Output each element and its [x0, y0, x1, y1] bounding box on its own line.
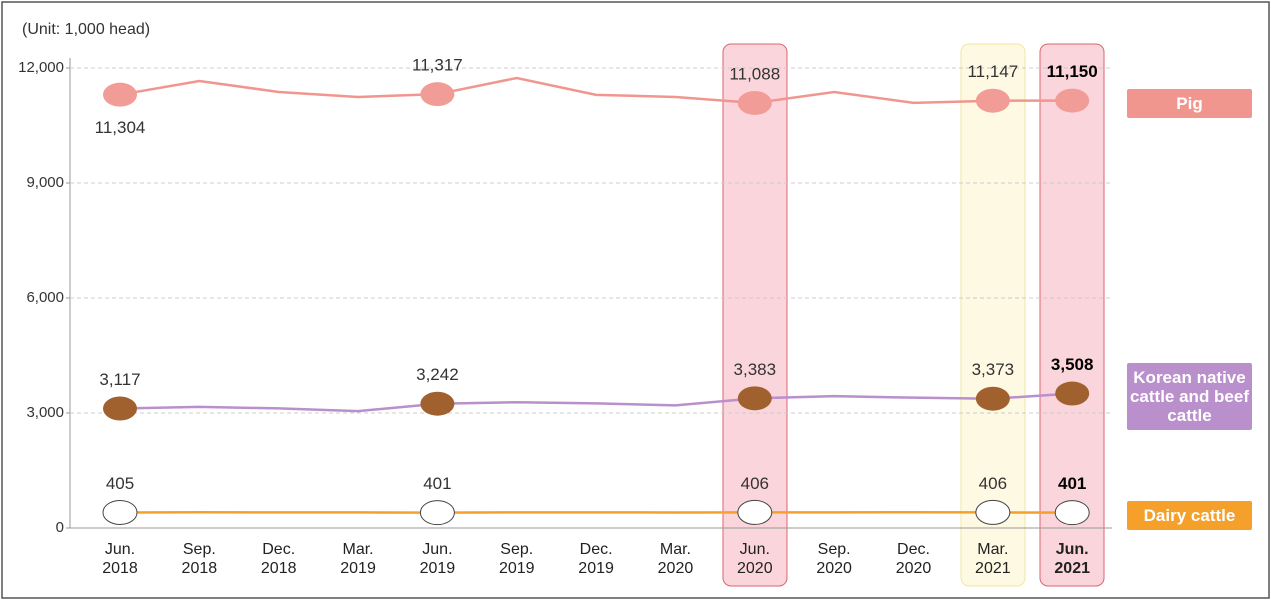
legend-entry: Korean native cattle and beef cattle	[1127, 363, 1252, 430]
series-line	[120, 78, 1072, 103]
point-icon	[103, 83, 137, 107]
chart-svg: (Unit: 1,000 head) 0 3,000 6,000 9,000 12,00…	[0, 0, 1271, 600]
x-tick-label: Sep. 2019	[492, 540, 542, 578]
value-label: 11,088	[729, 64, 780, 83]
y-tick-label: 9,000	[26, 174, 64, 191]
x-tick-label: Dec. 2018	[254, 540, 304, 578]
y-tick-label: 12,000	[18, 59, 64, 76]
y-tick-label: 3,000	[26, 404, 64, 421]
value-label: 11,147	[967, 62, 1018, 81]
value-label: 401	[1058, 474, 1086, 493]
x-tick-label: Dec. 2020	[889, 540, 939, 578]
x-tick-label: Mar. 2020	[650, 540, 700, 578]
point-icon	[420, 392, 454, 416]
point-icon	[738, 91, 772, 115]
chart: (Unit: 1,000 head) 0 3,000 6,000 9,000 12,00…	[0, 0, 1271, 600]
value-label: 401	[423, 474, 451, 493]
value-label: 3,242	[416, 365, 459, 384]
point-icon	[738, 500, 772, 524]
x-tick-label: Mar. 2019	[333, 540, 383, 578]
value-label: 11,317	[412, 56, 463, 75]
value-label: 3,373	[972, 360, 1015, 379]
x-tick-label: Jun. 2021	[1047, 540, 1097, 578]
point-icon	[103, 397, 137, 421]
x-tick-label: Sep. 2020	[809, 540, 859, 578]
legend-entry: Dairy cattle	[1127, 501, 1252, 530]
unit-label: (Unit: 1,000 head)	[22, 21, 150, 38]
point-icon	[976, 89, 1010, 113]
series-line	[120, 394, 1072, 412]
value-label: 3,383	[734, 360, 777, 379]
point-icon	[976, 387, 1010, 411]
value-label: 406	[741, 474, 769, 493]
x-tick-label: Sep. 2018	[174, 540, 224, 578]
x-tick-label: Mar. 2021	[968, 540, 1018, 578]
value-label: 3,117	[99, 370, 140, 389]
point-icon	[1055, 501, 1089, 525]
value-label: 11,150	[1047, 62, 1098, 81]
legend-entry: Pig	[1127, 89, 1252, 118]
x-tick-label: Jun. 2019	[412, 540, 462, 578]
point-icon	[420, 501, 454, 525]
y-tick-label: 0	[56, 519, 64, 536]
value-label: 11,304	[95, 118, 146, 137]
point-icon	[103, 500, 137, 524]
value-label: 3,508	[1051, 355, 1094, 374]
value-label: 406	[979, 474, 1007, 493]
x-tick-label: Jun. 2018	[95, 540, 145, 578]
x-tick-label: Dec. 2019	[571, 540, 621, 578]
value-label: 405	[106, 474, 134, 493]
point-icon	[1055, 382, 1089, 406]
point-icon	[1055, 89, 1089, 113]
y-tick-label: 6,000	[26, 289, 64, 306]
point-icon	[738, 386, 772, 410]
point-icon	[420, 82, 454, 106]
point-icon	[976, 500, 1010, 524]
x-tick-label: Jun. 2020	[730, 540, 780, 578]
